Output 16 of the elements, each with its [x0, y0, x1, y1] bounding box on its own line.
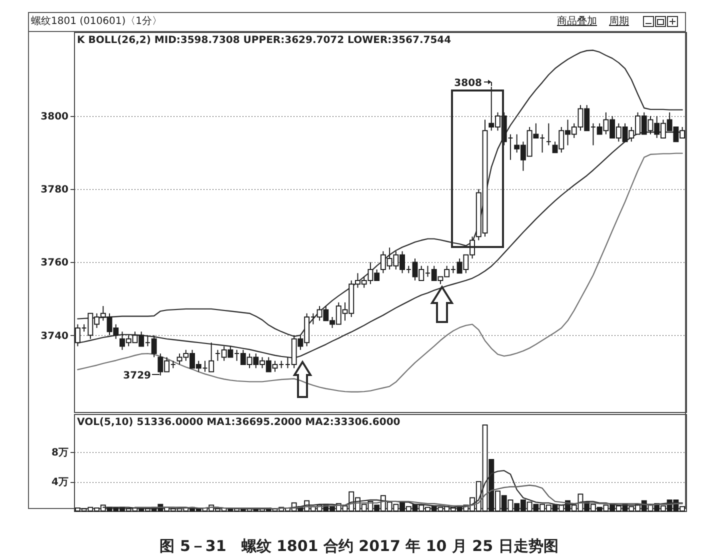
caption: 图 5－31 螺纹 1801 合约 2017 年 10 月 25 日走势图 — [158, 537, 560, 555]
annotation: 3808 — [454, 78, 482, 89]
y-tick-label: 3760 — [40, 258, 69, 269]
y-tick-label: 3740 — [40, 330, 69, 342]
y-tick-label: 8万 — [52, 448, 68, 459]
chart-title: VOL(5,10) 51336.0000 MA1:36695.2000 MA2:33306.6000 — [77, 417, 400, 428]
chart-subtitle: K BOLL(26,2) MID:3598.7308 UPPER:3629.7072 LOWER:3567.7544 — [77, 35, 452, 46]
chart-title: 螺纹1801 (010601)〈1分〉 — [31, 16, 162, 27]
annotation: 3729 — [123, 370, 152, 382]
text: 商品叠加 — [557, 16, 597, 27]
y-tick-label: 4万 — [52, 477, 68, 488]
line-series — [134, 484, 683, 510]
line-series — [77, 50, 683, 337]
y-tick-label: 3800 — [40, 112, 69, 123]
y-tick-label: 3780 — [40, 184, 69, 196]
text: 周期 — [609, 16, 629, 27]
